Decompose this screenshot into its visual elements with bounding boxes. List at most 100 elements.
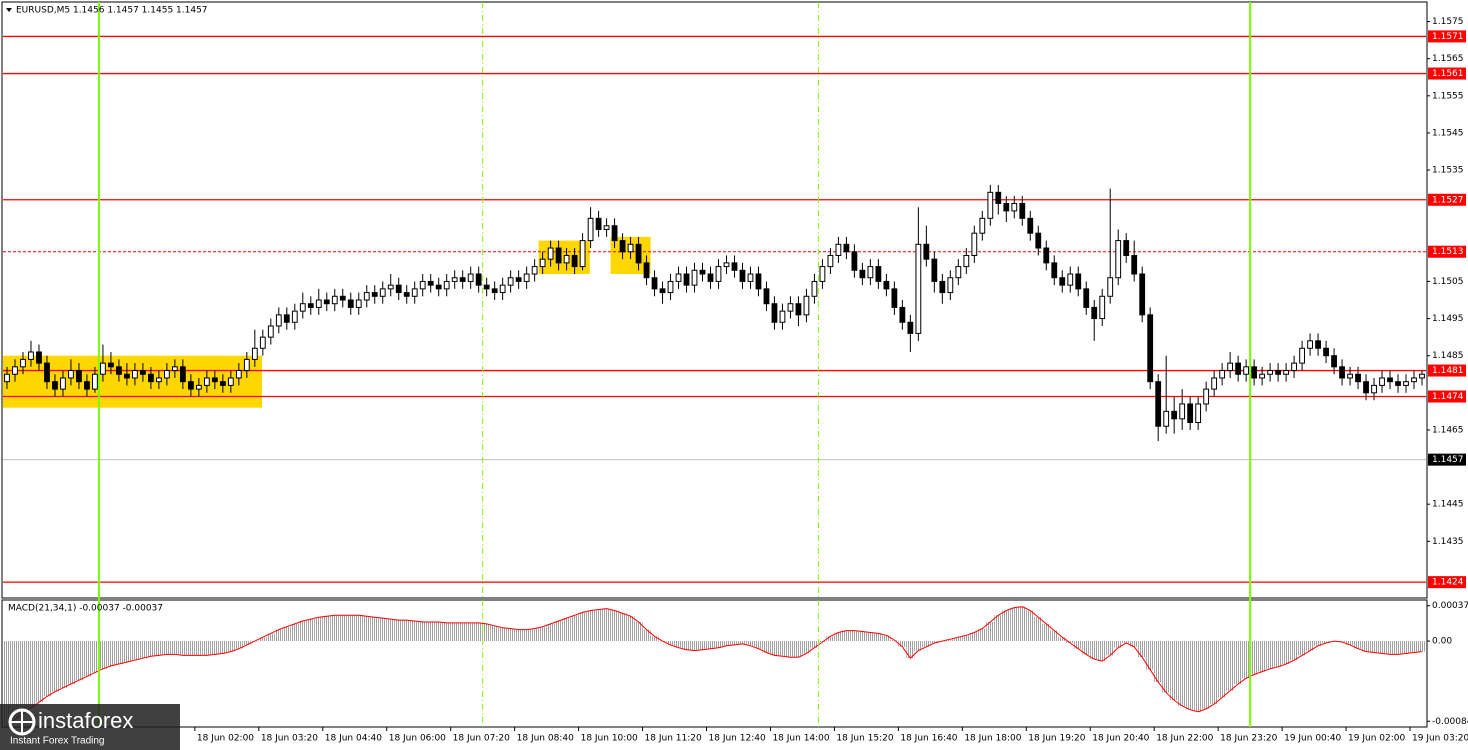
chart-title: EURUSD,M5 1.1456 1.1457 1.1455 1.1457: [16, 6, 208, 16]
y-tick-label: 1.1435: [1432, 537, 1464, 547]
macd-bar: [418, 621, 427, 642]
candle-body: [667, 280, 674, 294]
macd-bar: [778, 641, 787, 657]
macd-bar: [946, 639, 955, 642]
candle-body: [243, 358, 250, 372]
level-tag: [1428, 67, 1466, 80]
macd-bar: [34, 641, 43, 703]
macd-bar: [586, 610, 595, 642]
macd-bar: [218, 641, 227, 654]
candle-body: [963, 254, 970, 268]
x-tick-label: 18 Jun 16:40: [900, 734, 957, 744]
macd-bar: [834, 632, 843, 642]
macd-bar: [546, 623, 555, 642]
candle-body: [1235, 362, 1242, 375]
macd-bar: [146, 641, 155, 657]
macd-bar: [1386, 641, 1395, 655]
macd-bar: [322, 616, 331, 642]
macd-bar: [906, 641, 915, 659]
macd-bar: [306, 619, 315, 642]
macd-bar: [266, 633, 275, 642]
macd-bar: [1242, 641, 1251, 679]
main-panel: [3, 35, 1426, 583]
candle-body: [811, 280, 818, 297]
candle-body: [555, 247, 562, 264]
candle-body: [315, 299, 322, 308]
candle-body: [219, 381, 226, 386]
macd-bar: [602, 608, 611, 642]
candle-body: [52, 381, 58, 390]
macd-bar: [1298, 641, 1307, 656]
x-tick-label: 18 Jun 18:00: [964, 734, 1021, 744]
macd-bar: [1194, 641, 1203, 712]
y-tick-label: 1.1445: [1432, 500, 1464, 510]
candle-body: [187, 381, 194, 390]
macd-bar: [1218, 641, 1227, 698]
macd-bar: [618, 613, 627, 642]
candle-body: [331, 295, 338, 305]
level-tag: [1428, 30, 1466, 43]
menu-arrow: [6, 8, 12, 12]
candle-body: [883, 280, 890, 290]
candle-body: [1059, 277, 1066, 286]
macd-bar: [50, 641, 59, 692]
macd-bar: [762, 641, 771, 653]
macd-bar: [1274, 641, 1283, 667]
candle-body: [459, 277, 466, 282]
macd-bar: [466, 622, 475, 642]
x-tick-label: 18 Jun 06:00: [389, 734, 446, 744]
macd-bar: [314, 617, 323, 642]
candle-body: [995, 191, 1002, 204]
macd-bar: [74, 641, 83, 681]
candle-body: [731, 262, 738, 271]
macd-bar: [202, 641, 211, 656]
macd-bar: [138, 641, 147, 659]
candle-body: [475, 273, 482, 286]
macd-bar: [1186, 641, 1195, 710]
candle-body: [20, 358, 26, 368]
candle-body: [771, 303, 778, 323]
watermark-globe-lines: [10, 710, 34, 734]
candle-body: [1419, 373, 1425, 379]
watermark-tagline: Instant Forex Trading: [10, 736, 105, 747]
candle-body: [859, 269, 866, 279]
macd-bar: [1010, 607, 1019, 642]
candle-body: [1299, 347, 1305, 364]
macd-bar: [106, 641, 115, 666]
macd-bar: [978, 628, 987, 642]
candle-body: [523, 273, 530, 282]
candle-body: [595, 217, 602, 230]
candle-body: [619, 240, 626, 253]
macd-bar: [474, 622, 483, 642]
candle-body: [4, 373, 10, 383]
y-tick-label: 1.1545: [1432, 128, 1464, 138]
macd-bar: [994, 615, 1003, 642]
candle-body: [36, 351, 42, 364]
macd-frame: [1, 599, 1428, 728]
y-tick-label: 1.1535: [1432, 166, 1464, 176]
candle-body: [915, 243, 922, 334]
candle-body: [467, 273, 474, 282]
candle-body: [251, 347, 258, 360]
macd-bar: [770, 641, 779, 656]
macd-bar: [1034, 617, 1043, 642]
level-label: 1.1474: [1432, 392, 1464, 402]
macd-bar: [626, 616, 635, 642]
candle-body: [259, 336, 266, 349]
macd-bar: [386, 619, 395, 642]
macd-bar: [570, 615, 579, 642]
axes: 18 Jun 02:00 18 Jun 03:20 18 Jun 04:40 18 J…: [97, 2, 1468, 744]
macd-bar: [1362, 641, 1371, 652]
candle-body: [1267, 370, 1274, 375]
macd-bar: [826, 636, 835, 642]
candle-body: [947, 277, 954, 294]
macd-bar: [562, 618, 571, 642]
candle-body: [395, 284, 402, 294]
candle-body: [116, 366, 122, 375]
last-price-label: 1.1457: [1432, 455, 1464, 465]
candle-body: [171, 366, 178, 372]
candle-body: [427, 280, 434, 286]
macd-bar: [210, 641, 219, 655]
candle-body: [739, 269, 746, 282]
macd-bar: [1162, 641, 1171, 693]
